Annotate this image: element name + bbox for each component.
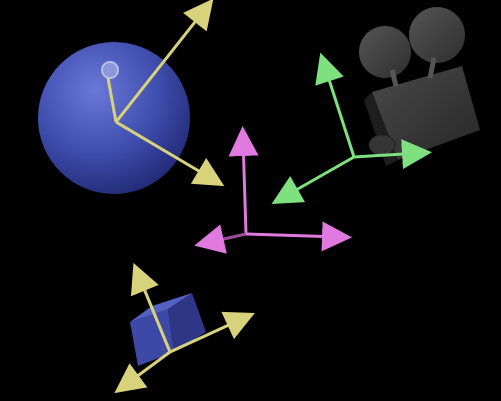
world-axis-y[interactable] [228, 126, 259, 235]
sphere-axis-primary[interactable] [114, 0, 214, 123]
world-axes-gizmo[interactable] [194, 126, 352, 254]
camera-reel-arm-left [389, 69, 399, 87]
world-axis-x[interactable] [245, 221, 352, 252]
cube-top-face [130, 293, 192, 322]
film-camera-object[interactable] [359, 7, 480, 166]
world-axis-z[interactable] [194, 224, 247, 254]
camera-axes-gizmo[interactable] [271, 52, 432, 204]
sphere-axis-secondary[interactable] [115, 120, 225, 187]
sphere-axis-up[interactable] [106, 77, 118, 123]
camera-reel-arm-right [427, 57, 437, 79]
cube-axis-left[interactable] [114, 350, 171, 394]
camera-axis-forward[interactable] [271, 155, 355, 204]
sphere-axes-gizmo[interactable] [106, 0, 225, 187]
cube-axis-up[interactable] [130, 262, 172, 353]
cube-side-face [168, 293, 206, 352]
camera-reel-left [359, 26, 411, 78]
cube-front-face [130, 309, 174, 366]
cube-axis-right[interactable] [169, 311, 255, 354]
cube-axes-gizmo[interactable] [114, 262, 255, 394]
camera-axis-right[interactable] [353, 139, 432, 170]
camera-lens [368, 134, 396, 156]
cube-object[interactable] [130, 293, 206, 366]
sphere-highlight [101, 61, 119, 79]
camera-body [372, 66, 480, 160]
camera-reel-right [409, 7, 465, 63]
camera-axis-up[interactable] [315, 52, 356, 158]
